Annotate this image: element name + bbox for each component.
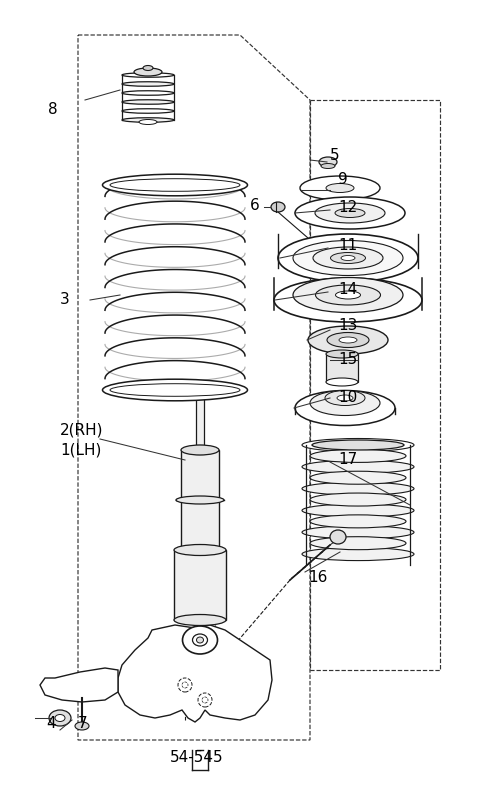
Ellipse shape bbox=[310, 472, 406, 484]
Ellipse shape bbox=[302, 547, 414, 560]
Ellipse shape bbox=[134, 68, 162, 76]
Ellipse shape bbox=[186, 445, 214, 455]
Ellipse shape bbox=[49, 710, 71, 726]
Ellipse shape bbox=[182, 626, 217, 654]
Ellipse shape bbox=[337, 395, 353, 401]
Text: 6: 6 bbox=[250, 197, 260, 212]
Text: 14: 14 bbox=[338, 282, 357, 298]
Ellipse shape bbox=[122, 81, 174, 86]
Ellipse shape bbox=[122, 91, 174, 95]
Text: 9: 9 bbox=[338, 172, 348, 188]
Text: 2(RH): 2(RH) bbox=[60, 422, 104, 437]
Ellipse shape bbox=[122, 118, 174, 122]
Ellipse shape bbox=[326, 350, 358, 358]
Ellipse shape bbox=[110, 384, 240, 397]
Ellipse shape bbox=[302, 526, 414, 539]
Ellipse shape bbox=[326, 184, 354, 192]
Ellipse shape bbox=[313, 247, 383, 269]
Ellipse shape bbox=[295, 197, 405, 229]
Ellipse shape bbox=[335, 208, 365, 218]
Ellipse shape bbox=[278, 234, 418, 282]
Polygon shape bbox=[118, 625, 272, 722]
Ellipse shape bbox=[315, 285, 381, 305]
Text: 17: 17 bbox=[338, 452, 357, 468]
Ellipse shape bbox=[302, 460, 414, 473]
Text: 8: 8 bbox=[48, 102, 58, 117]
Text: 10: 10 bbox=[338, 390, 357, 405]
Ellipse shape bbox=[181, 545, 219, 555]
Ellipse shape bbox=[319, 157, 337, 167]
Ellipse shape bbox=[196, 637, 204, 643]
Ellipse shape bbox=[192, 634, 207, 646]
Ellipse shape bbox=[327, 333, 369, 347]
Ellipse shape bbox=[139, 120, 157, 124]
Ellipse shape bbox=[295, 390, 395, 425]
Ellipse shape bbox=[302, 438, 414, 452]
Ellipse shape bbox=[308, 326, 388, 354]
Ellipse shape bbox=[310, 515, 406, 527]
Text: 15: 15 bbox=[338, 353, 357, 368]
Ellipse shape bbox=[174, 544, 226, 555]
Text: 13: 13 bbox=[338, 318, 358, 334]
Ellipse shape bbox=[181, 445, 219, 455]
Text: 3: 3 bbox=[60, 293, 70, 307]
Ellipse shape bbox=[341, 255, 355, 260]
Text: 11: 11 bbox=[338, 238, 357, 252]
Ellipse shape bbox=[302, 482, 414, 495]
Ellipse shape bbox=[55, 714, 65, 721]
Ellipse shape bbox=[310, 449, 406, 462]
Ellipse shape bbox=[75, 722, 89, 730]
Ellipse shape bbox=[293, 240, 403, 275]
Text: 5: 5 bbox=[330, 148, 340, 163]
Ellipse shape bbox=[302, 504, 414, 517]
Ellipse shape bbox=[339, 337, 357, 343]
Text: 16: 16 bbox=[308, 571, 327, 586]
Ellipse shape bbox=[103, 379, 248, 401]
Ellipse shape bbox=[325, 390, 365, 405]
Text: 7: 7 bbox=[78, 717, 88, 732]
Ellipse shape bbox=[336, 291, 360, 299]
Bar bbox=[196, 390, 204, 450]
Bar bbox=[326, 354, 358, 382]
Ellipse shape bbox=[103, 174, 248, 196]
Ellipse shape bbox=[321, 164, 335, 168]
Text: 54-545: 54-545 bbox=[170, 750, 224, 765]
Bar bbox=[174, 550, 226, 620]
Ellipse shape bbox=[176, 496, 224, 504]
Text: 12: 12 bbox=[338, 200, 357, 215]
Ellipse shape bbox=[122, 100, 174, 105]
Ellipse shape bbox=[310, 390, 380, 416]
Ellipse shape bbox=[331, 252, 365, 263]
Ellipse shape bbox=[293, 278, 403, 313]
Ellipse shape bbox=[143, 65, 153, 70]
Ellipse shape bbox=[312, 440, 404, 450]
Polygon shape bbox=[40, 668, 118, 702]
Ellipse shape bbox=[315, 203, 385, 223]
Ellipse shape bbox=[274, 278, 422, 322]
Text: 1(LH): 1(LH) bbox=[60, 443, 101, 457]
Ellipse shape bbox=[122, 109, 174, 113]
Ellipse shape bbox=[271, 202, 285, 212]
Ellipse shape bbox=[174, 614, 226, 626]
Bar bbox=[181, 450, 219, 550]
Ellipse shape bbox=[310, 537, 406, 550]
Ellipse shape bbox=[326, 378, 358, 386]
Text: 4: 4 bbox=[46, 717, 56, 732]
Ellipse shape bbox=[300, 176, 380, 200]
Ellipse shape bbox=[310, 493, 406, 506]
Ellipse shape bbox=[110, 179, 240, 192]
Ellipse shape bbox=[330, 530, 346, 544]
Ellipse shape bbox=[122, 73, 174, 77]
